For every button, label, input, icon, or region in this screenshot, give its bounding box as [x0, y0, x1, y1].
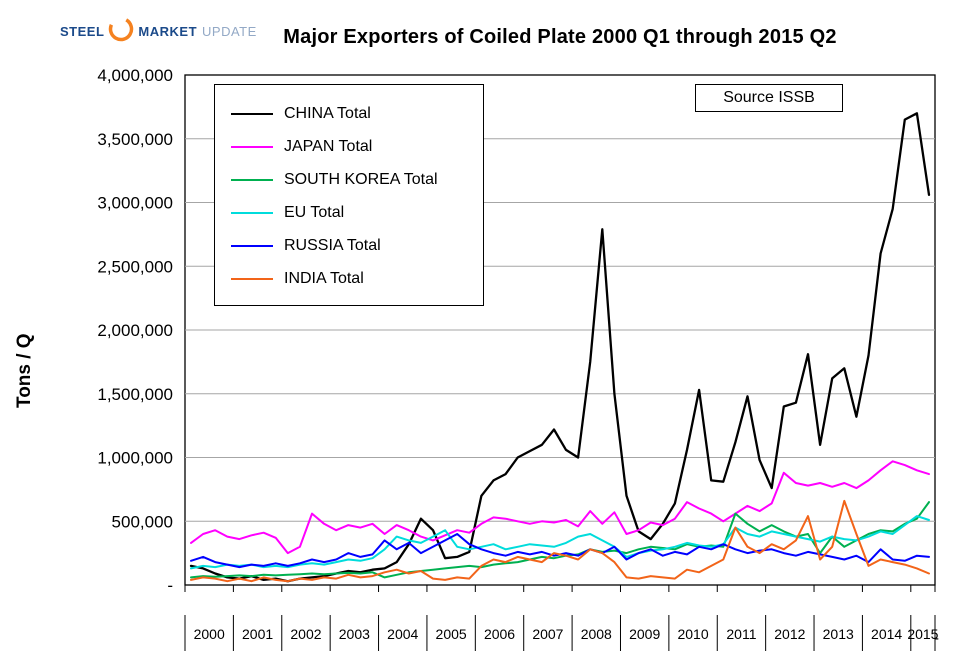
chart-legend: CHINA Total JAPAN Total SOUTH KOREA Total E… — [214, 84, 484, 306]
legend-label: EU Total — [284, 203, 345, 221]
chart-title: Major Exporters of Coiled Plate 2000 Q1 … — [283, 26, 837, 48]
x-year-label: 2003 — [339, 626, 370, 642]
legend-item-china-total: CHINA Total — [231, 97, 483, 130]
logo-text-update: UPDATE — [202, 24, 257, 39]
x-year-label: 2013 — [823, 626, 854, 642]
y-tick-label: 500,000 — [112, 512, 173, 531]
series-line-eu-total — [190, 515, 930, 570]
legend-swatch — [231, 112, 273, 115]
legend-label: RUSSIA Total — [284, 236, 381, 254]
logo-swoosh-icon — [106, 14, 136, 49]
steel-market-update-logo: STEEL MARKET UPDATE — [60, 14, 257, 49]
chart-plot-area: 4,000,000 3,500,000 3,000,000 2,500,000 2,00… — [97, 66, 939, 651]
legend-swatch — [231, 244, 273, 247]
x-year-label: 2000 — [194, 626, 225, 642]
x-year-label: 2009 — [629, 626, 660, 642]
legend-item-russia-total: RUSSIA Total — [231, 229, 483, 262]
logo-text-steel: STEEL — [60, 24, 105, 39]
logo-swoosh-svg — [109, 16, 134, 42]
legend-swatch — [231, 145, 273, 148]
legend-label: CHINA Total — [284, 104, 371, 122]
source-box: Source ISSB — [695, 84, 843, 112]
x-year-label: 2011 — [726, 626, 756, 642]
x-year-label: 2007 — [532, 626, 563, 642]
legend-label: JAPAN Total — [284, 137, 373, 155]
series-line-india-total — [190, 499, 930, 583]
legend-label: SOUTH KOREA Total — [284, 170, 438, 188]
legend-swatch — [231, 178, 273, 181]
legend-item-japan-total: JAPAN Total — [231, 130, 483, 163]
secondary-axis-zero-label: - — [934, 630, 939, 647]
series-line-south-korea-total — [190, 501, 930, 579]
x-year-label: 2014 — [871, 626, 902, 642]
x-year-label: 2015 — [907, 626, 938, 642]
legend-swatch — [231, 211, 273, 214]
x-year-label: 2008 — [581, 626, 612, 642]
x-year-label: 2010 — [677, 626, 708, 642]
legend-item-india-total: INDIA Total — [231, 262, 483, 295]
x-year-label: 2006 — [484, 626, 515, 642]
x-year-label: 2004 — [387, 626, 418, 642]
y-tick-label: 1,000,000 — [97, 449, 173, 468]
y-tick-label: 2,000,000 — [97, 321, 173, 340]
y-tick-label: 4,000,000 — [97, 66, 173, 85]
x-year-label: 2005 — [436, 626, 467, 642]
series-line-japan-total — [190, 460, 930, 555]
y-tick-label: 1,500,000 — [97, 385, 173, 404]
logo-text-market: MARKET — [138, 24, 198, 39]
y-tick-label: 3,500,000 — [97, 130, 173, 149]
legend-label: INDIA Total — [284, 269, 364, 287]
x-year-label: 2012 — [774, 626, 805, 642]
legend-item-south-korea-total: SOUTH KOREA Total — [231, 163, 483, 196]
y-tick-label: 2,500,000 — [97, 257, 173, 276]
x-year-label: 2001 — [242, 626, 273, 642]
legend-swatch — [231, 277, 273, 280]
legend-item-eu-total: EU Total — [231, 196, 483, 229]
y-tick-label: 3,000,000 — [97, 194, 173, 213]
series-line-china-total — [189, 112, 931, 583]
y-tick-label: - — [167, 576, 173, 595]
x-year-label: 2002 — [290, 626, 321, 642]
